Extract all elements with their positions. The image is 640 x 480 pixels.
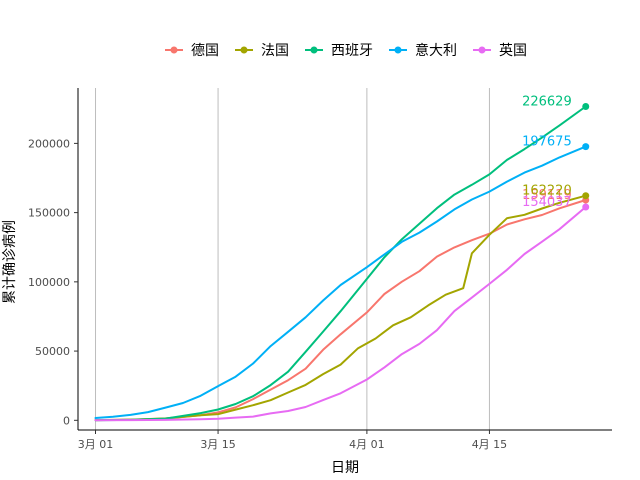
series-line-1 <box>94 194 587 422</box>
series-endpoint-3 <box>582 143 590 151</box>
legend-key-dot <box>240 46 248 54</box>
legend-label: 法国 <box>261 43 289 59</box>
y-tick-label: 50000 <box>35 345 70 358</box>
x-tick-label: 3月 01 <box>78 438 114 451</box>
legend-item-4: 英国 <box>473 42 527 59</box>
series-lines <box>94 105 587 422</box>
y-axis-title: 累计确诊病例 <box>2 220 18 304</box>
end-value-label-3: 197675 <box>522 135 572 150</box>
legend-label: 西班牙 <box>331 43 373 59</box>
x-tick-label: 4月 01 <box>349 438 385 451</box>
y-tick-label: 150000 <box>28 207 70 220</box>
end-value-label-4: 154037 <box>522 195 572 210</box>
y-tick-label: 100000 <box>28 276 70 289</box>
x-axis-ticks: 3月 01 3月 15 4月 01 4月 15 <box>78 430 507 451</box>
legend-label: 德国 <box>191 43 219 59</box>
series-line-4 <box>94 206 587 422</box>
axes <box>77 88 612 431</box>
series-line-2 <box>94 105 587 422</box>
y-tick-label: 0 <box>63 414 70 427</box>
legend-key-dot <box>310 46 318 54</box>
legend-label: 意大利 <box>415 42 457 59</box>
legend-key-dot <box>394 46 402 54</box>
legend-item-1: 法国 <box>235 43 289 59</box>
legend-key-dot <box>478 46 486 54</box>
legend: 德国 法国 西班牙 意大利 英国 <box>165 42 527 59</box>
end-value-label-1: 162220 <box>522 184 572 199</box>
end-value-label-2: 226629 <box>522 95 572 110</box>
legend-key-dot <box>170 46 178 54</box>
series-line-3 <box>94 145 587 419</box>
series-endpoint-1 <box>582 192 590 200</box>
y-tick-label: 200000 <box>28 137 70 150</box>
legend-item-2: 西班牙 <box>305 43 373 59</box>
legend-item-0: 德国 <box>165 43 219 59</box>
series-line-0 <box>94 199 587 422</box>
x-tick-label: 4月 15 <box>472 438 508 451</box>
legend-label: 英国 <box>499 42 527 59</box>
vertical-gridlines <box>95 88 490 430</box>
series-endpoint-4 <box>582 203 590 211</box>
y-axis-ticks: 0 50000 100000 150000 200000 <box>28 137 78 427</box>
x-tick-label: 3月 15 <box>200 438 236 451</box>
series-endpoint-2 <box>582 103 590 111</box>
series-endpoints <box>582 103 590 211</box>
legend-item-3: 意大利 <box>389 42 457 59</box>
x-axis-title: 日期 <box>331 460 359 476</box>
end-value-label-0: 159119 <box>522 188 572 203</box>
